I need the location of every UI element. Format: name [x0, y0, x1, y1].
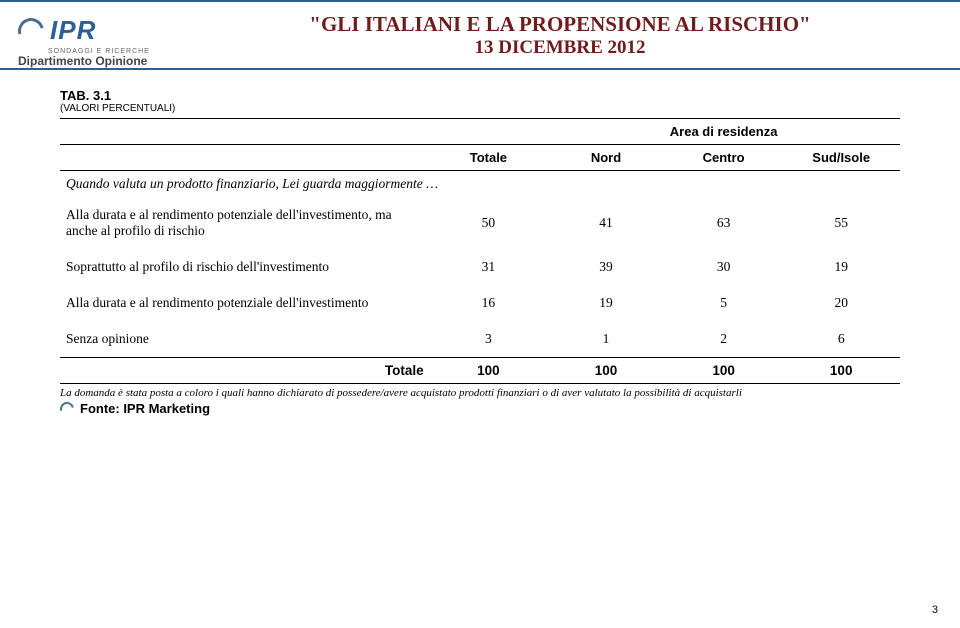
document-title: "GLI ITALIANI E LA PROPENSIONE AL RISCHI… [178, 12, 942, 37]
cell: 20 [782, 285, 900, 321]
row-label: Alla durata e al rendimento potenziale d… [60, 285, 430, 321]
document-date: 13 DICEMBRE 2012 [178, 37, 942, 59]
question-text: Quando valuta un prodotto finanziario, L… [60, 171, 900, 198]
totale-cell: 100 [547, 358, 665, 384]
title-block: "GLI ITALIANI E LA PROPENSIONE AL RISCHI… [178, 12, 942, 59]
department-label: Dipartimento Opinione [18, 54, 147, 68]
cell: 31 [430, 249, 548, 285]
table-row: Alla durata e al rendimento potenziale d… [60, 285, 900, 321]
col-centro: Centro [665, 145, 783, 171]
totale-label: Totale [60, 358, 430, 384]
values-note: (VALORI PERCENTUALI) [60, 103, 900, 114]
cell: 39 [547, 249, 665, 285]
cell: 16 [430, 285, 548, 321]
cell: 55 [782, 197, 900, 249]
content-region: TAB. 3.1 (VALORI PERCENTUALI) Area di re… [0, 70, 960, 416]
cell: 1 [547, 321, 665, 358]
page-header: IPR SONDAGGI E RICERCHE Dipartimento Opi… [0, 0, 960, 70]
logo-text: IPR [50, 15, 96, 46]
totale-cell: 100 [782, 358, 900, 384]
row-label: Alla durata e al rendimento potenziale d… [60, 197, 430, 249]
col-totale: Totale [430, 145, 548, 171]
cell: 30 [665, 249, 783, 285]
cell: 6 [782, 321, 900, 358]
totale-cell: 100 [665, 358, 783, 384]
logo-arc-icon [13, 13, 49, 49]
row-label: Soprattutto al profilo di rischio dell'i… [60, 249, 430, 285]
data-table: Area di residenza Totale Nord Centro Sud… [60, 118, 900, 384]
table-row: Soprattutto al profilo di rischio dell'i… [60, 249, 900, 285]
logo-arc-icon [57, 399, 76, 418]
logo-block: IPR SONDAGGI E RICERCHE [18, 15, 178, 55]
area-header: Area di residenza [547, 119, 900, 145]
totale-cell: 100 [430, 358, 548, 384]
table-number: TAB. 3.1 [60, 88, 900, 103]
cell: 19 [547, 285, 665, 321]
cell: 19 [782, 249, 900, 285]
col-sudisole: Sud/Isole [782, 145, 900, 171]
table-row: Senza opinione 3 1 2 6 [60, 321, 900, 358]
row-label: Senza opinione [60, 321, 430, 358]
totale-row: Totale 100 100 100 100 [60, 358, 900, 384]
source-row: Fonte: IPR Marketing [60, 401, 900, 416]
cell: 5 [665, 285, 783, 321]
source-label: Fonte: IPR Marketing [80, 401, 210, 416]
cell: 3 [430, 321, 548, 358]
cell: 41 [547, 197, 665, 249]
col-nord: Nord [547, 145, 665, 171]
cell: 2 [665, 321, 783, 358]
cell: 63 [665, 197, 783, 249]
cell: 50 [430, 197, 548, 249]
page-number: 3 [932, 604, 938, 616]
footnote: La domanda è stata posta a coloro i qual… [60, 384, 900, 399]
table-row: Alla durata e al rendimento potenziale d… [60, 197, 900, 249]
